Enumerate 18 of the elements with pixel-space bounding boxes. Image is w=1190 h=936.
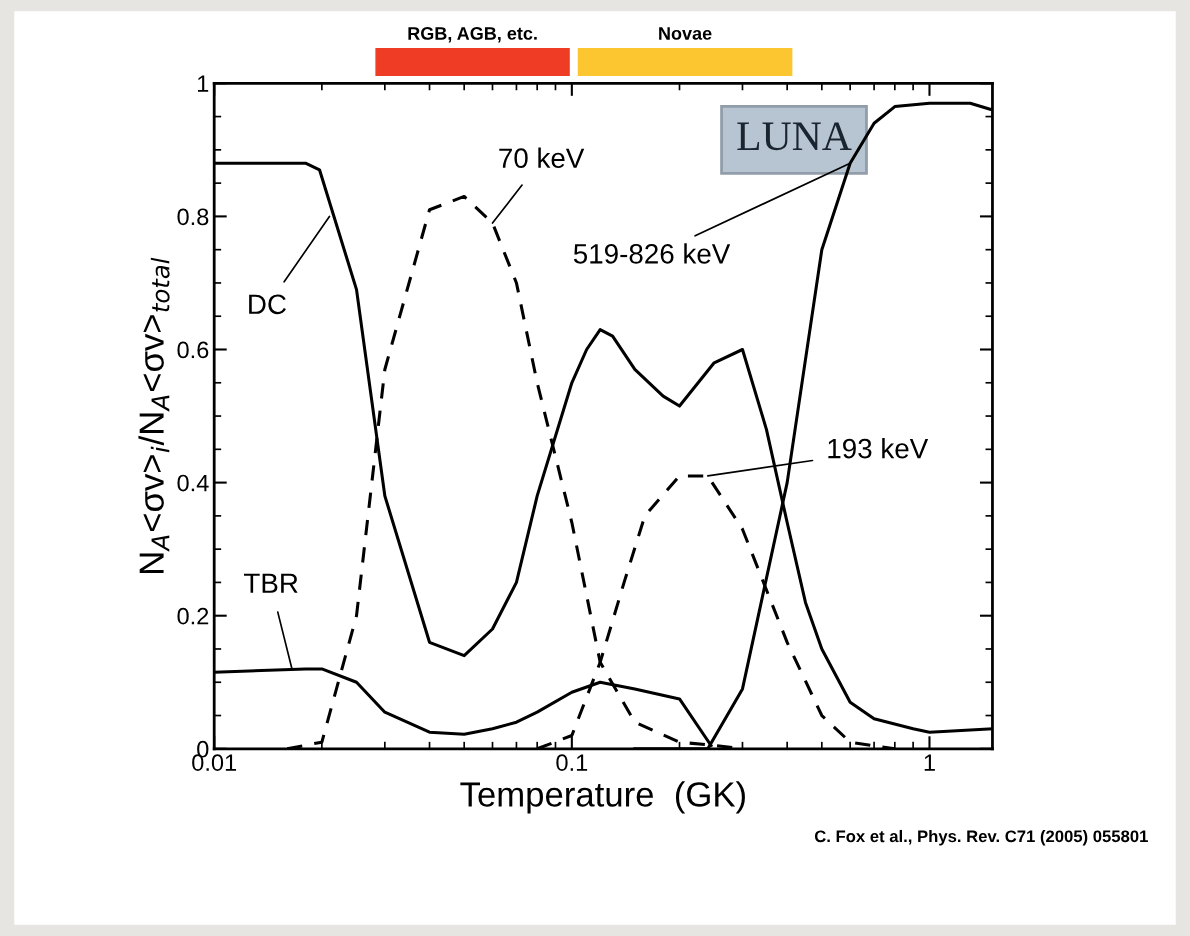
annotation: LUNA: [737, 122, 852, 151]
y-tick-label: 0.8: [177, 208, 209, 226]
annotation: 193 keV: [828, 438, 929, 459]
text: Novae: [659, 27, 712, 40]
text: C. Fox et al., Phys. Rev. C71 (2005) 055801: [814, 829, 1148, 846]
text: RGB, AGB, etc.: [408, 27, 537, 43]
x-tick-label: 1: [924, 754, 935, 771]
y-tick-label: 0.2: [177, 607, 209, 625]
annotation: TBR: [244, 573, 298, 593]
annotation: DC: [249, 294, 286, 315]
x-axis-title: Temperature (GK): [460, 781, 745, 814]
x-tick-label: 0.1: [556, 754, 588, 771]
annotation: 70 keV: [499, 147, 585, 169]
annotation: 519-826 keV: [573, 243, 731, 264]
y-tick-label: 0.4: [177, 474, 209, 492]
y-tick-label: 1: [198, 75, 209, 92]
y-axis-title: N$_{A}$<σv>$_{i}$/N$_{A}$<σv>$_{total}$: [138, 257, 170, 573]
y-tick-label: 0.6: [177, 341, 209, 359]
